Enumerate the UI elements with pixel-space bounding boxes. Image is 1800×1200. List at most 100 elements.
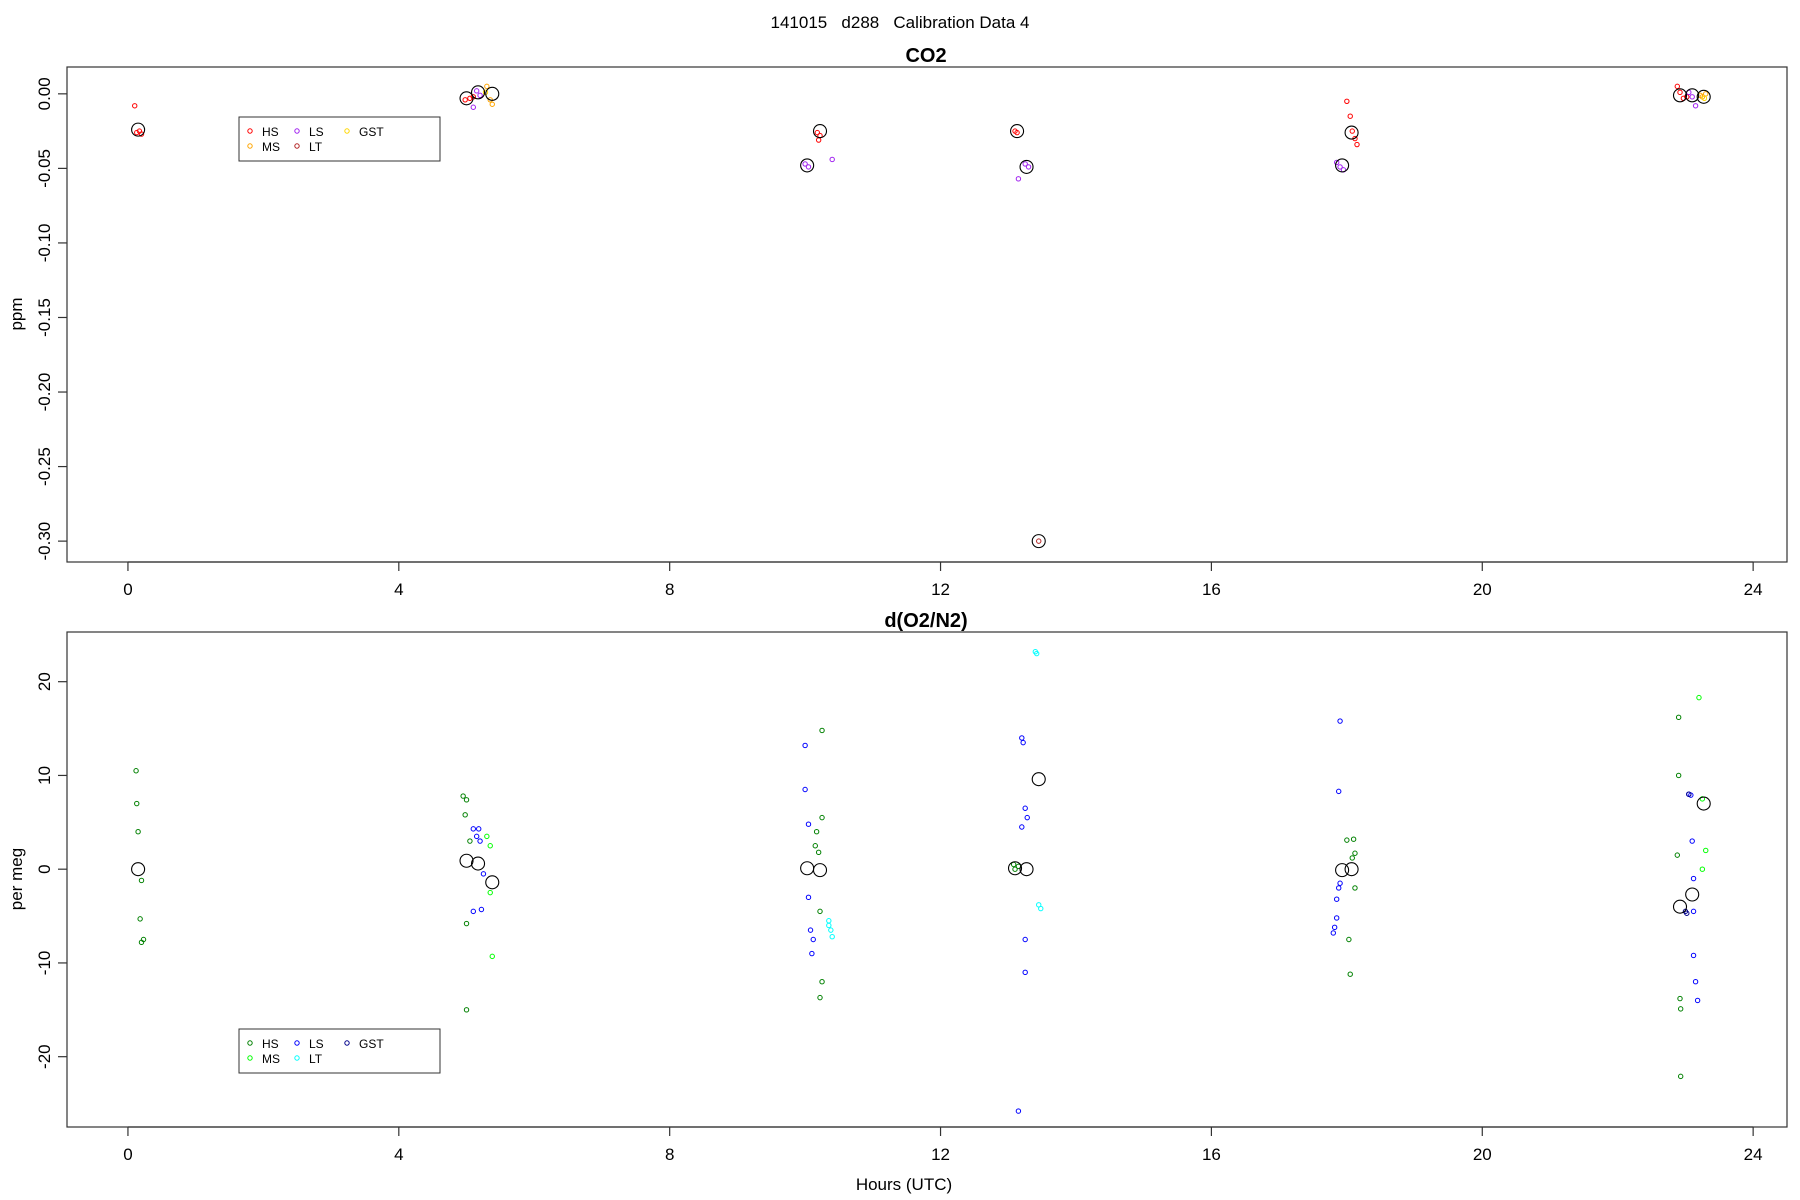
co2-mean-marker	[1344, 125, 1359, 140]
o2n2-x-tick-label: 4	[394, 1145, 403, 1164]
o2n2-point-ls	[1690, 908, 1697, 915]
co2-legend-box	[238, 116, 441, 162]
co2-point-hs	[1349, 128, 1355, 134]
o2n2-legend-swatch	[294, 1055, 300, 1061]
o2n2-point-ls	[802, 786, 808, 793]
o2n2-point-hs	[1675, 772, 1682, 779]
o2n2-y-axis-label: per meg	[7, 848, 26, 910]
o2n2-point-ls	[473, 833, 480, 840]
co2-x-tick-label: 12	[931, 580, 950, 599]
o2n2-point-hs	[1349, 855, 1355, 861]
o2n2-point-hs	[460, 793, 466, 799]
o2n2-legend-label: MS	[262, 1052, 280, 1066]
co2-point-hs	[1344, 98, 1350, 104]
o2n2-point-ls	[470, 826, 476, 832]
o2n2-point-hs	[819, 727, 825, 734]
co2-legend-swatch	[344, 128, 350, 134]
o2n2-mean-marker	[485, 875, 500, 890]
o2n2-point-hs	[135, 828, 141, 835]
o2n2-legend-swatch	[344, 1040, 350, 1046]
co2-point-hs	[138, 131, 145, 137]
co2-mean-markers	[131, 85, 1711, 549]
o2n2-point-ls	[1022, 936, 1028, 943]
o2n2-point-ls	[1333, 915, 1340, 921]
co2-y-tick-label: -0.30	[35, 522, 54, 561]
o2n2-point-hs	[133, 768, 139, 774]
o2n2-point-hs	[817, 908, 823, 915]
o2n2-y-tick-label: 0	[35, 864, 54, 873]
co2-point-lt	[1036, 538, 1042, 544]
o2n2-mean-marker	[1685, 887, 1700, 902]
o2n2-x-axis-label: Hours (UTC)	[856, 1175, 952, 1194]
o2n2-y-axis: 20 10 0 -10 -20	[35, 672, 67, 1069]
o2n2-point-ms	[1696, 694, 1702, 701]
o2n2-point-ms	[1703, 847, 1709, 854]
o2n2-point-ls	[1333, 896, 1340, 902]
o2n2-point-ls	[478, 906, 485, 913]
co2-point-ls	[1689, 94, 1695, 100]
o2n2-y-tick-label: -20	[35, 1044, 54, 1069]
o2n2-point-ls	[1336, 885, 1342, 891]
o2n2-point-ls	[809, 950, 815, 957]
o2n2-point-hs	[815, 849, 822, 856]
co2-legend-swatch	[294, 143, 300, 149]
o2n2-x-tick-label: 16	[1202, 1145, 1221, 1164]
co2-point-ls	[1337, 164, 1343, 170]
o2n2-y-tick-label: 20	[35, 672, 54, 691]
o2n2-legend-swatch	[294, 1040, 300, 1046]
o2n2-point-hs	[817, 994, 823, 1001]
co2-legend-label: MS	[262, 140, 280, 154]
o2n2-point-ms	[489, 953, 495, 960]
co2-mean-marker	[131, 122, 146, 137]
o2n2-point-hs	[1677, 1073, 1684, 1080]
co2-x-tick-label: 4	[394, 580, 403, 599]
o2n2-mean-markers	[131, 772, 1711, 914]
o2n2-point-hs	[813, 828, 820, 835]
co2-legend-swatch	[247, 143, 253, 149]
o2n2-point-hs	[1352, 850, 1358, 856]
co2-x-tick-label: 8	[665, 580, 674, 599]
o2n2-point-ls	[1022, 969, 1028, 976]
co2-legend-label: GST	[359, 125, 384, 139]
co2-point-hs	[1674, 83, 1680, 90]
o2n2-mean-marker	[131, 862, 146, 877]
o2n2-point-hs	[137, 916, 143, 922]
o2n2-point-hs	[463, 920, 470, 927]
o2n2-point-ms	[484, 833, 490, 840]
co2-point-ls	[1333, 159, 1340, 166]
co2-point-hs	[1677, 89, 1683, 96]
o2n2-y-tick-label: 10	[35, 766, 54, 785]
o2n2-point-hs	[467, 838, 473, 844]
co2-panel-title: CO2	[905, 45, 946, 67]
o2n2-data-points	[133, 648, 1709, 1114]
o2n2-mean-marker	[1696, 796, 1711, 811]
o2n2-x-tick-label: 24	[1744, 1145, 1763, 1164]
co2-mean-marker	[1696, 89, 1711, 104]
o2n2-point-hs	[462, 812, 468, 818]
co2-point-ls	[1692, 103, 1699, 109]
o2n2-y-tick-label: -10	[35, 951, 54, 976]
o2n2-point-lt	[1034, 650, 1040, 657]
o2n2-point-gst	[1686, 791, 1692, 797]
o2n2-point-lt	[826, 918, 832, 924]
o2n2-point-hs	[463, 1007, 470, 1013]
co2-y-tick-label: -0.10	[35, 224, 54, 263]
o2n2-point-ls	[1331, 924, 1338, 931]
co2-point-gst	[1701, 95, 1708, 102]
co2-mean-marker	[1685, 88, 1700, 103]
o2n2-mean-marker	[800, 861, 815, 876]
co2-point-ls	[802, 161, 808, 167]
co2-x-axis: 0 4 8 12 16 20 24	[123, 561, 1763, 599]
o2n2-point-hs	[1347, 971, 1353, 977]
o2n2-point-ls	[1024, 814, 1030, 821]
co2-y-tick-label: -0.25	[35, 447, 54, 486]
co2-point-hs	[815, 137, 822, 143]
co2-point-ms	[1703, 91, 1709, 97]
o2n2-point-ls	[477, 838, 483, 844]
o2n2-point-ls	[1692, 978, 1699, 985]
o2n2-legend-label: HS	[262, 1037, 279, 1051]
co2-point-ls	[470, 104, 476, 110]
